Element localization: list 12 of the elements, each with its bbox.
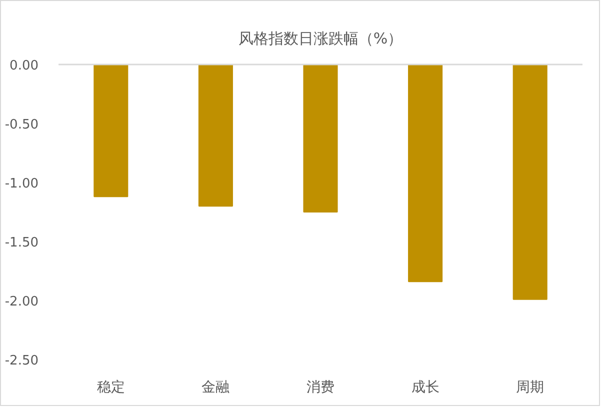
y-tick-label: -1.50 xyxy=(4,236,39,250)
x-tick-label: 成长 xyxy=(411,380,440,396)
x-tick-label: 稳定 xyxy=(96,380,125,396)
y-tick-label: -1.00 xyxy=(4,176,39,192)
x-tick-label: 消费 xyxy=(306,380,334,396)
chart-title: 风格指数日涨跌幅（%） xyxy=(238,30,403,48)
x-tick-label: 金融 xyxy=(202,380,230,396)
y-tick-label: -2.50 xyxy=(4,354,39,368)
x-tick-label: 周期 xyxy=(516,380,544,396)
y-tick-label: 0.00 xyxy=(10,58,39,74)
y-tick-label: -2.00 xyxy=(4,294,39,310)
y-tick-label: -0.50 xyxy=(4,118,39,132)
